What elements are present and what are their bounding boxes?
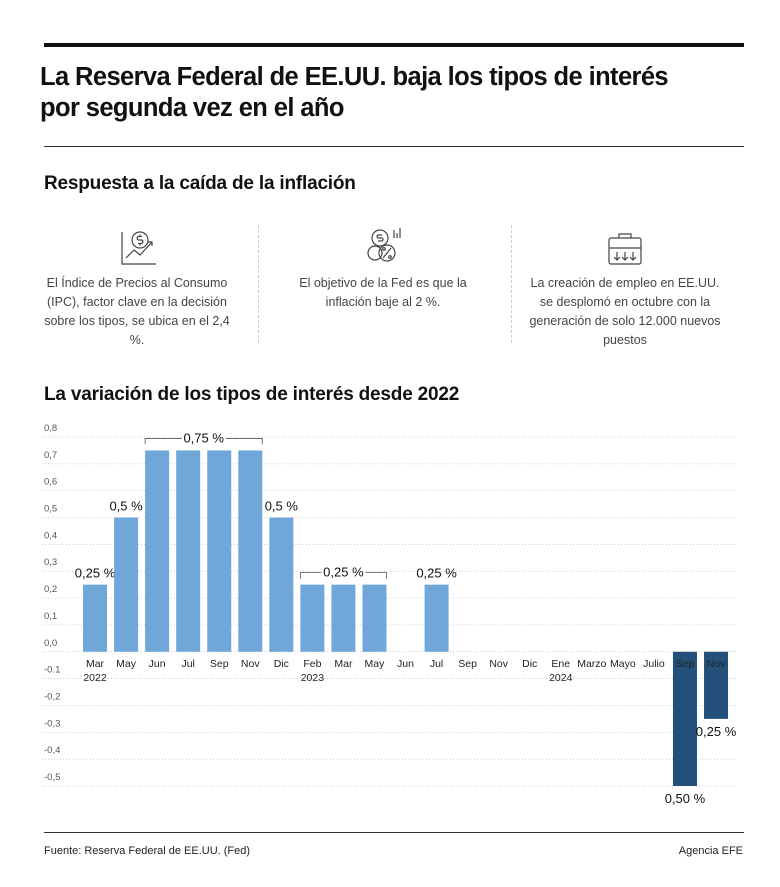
bar bbox=[207, 450, 232, 652]
separator bbox=[258, 225, 259, 343]
credit: Agencia EFE bbox=[678, 845, 743, 857]
bar bbox=[176, 450, 201, 652]
x-tick-label: Marzo bbox=[577, 657, 607, 670]
bar bbox=[424, 584, 449, 652]
bar bbox=[672, 651, 697, 786]
y-tick-label: 0,2 bbox=[44, 584, 57, 595]
x-tick-label: Dic bbox=[522, 657, 538, 670]
info-text: La creación de empleo en EE.UU. se despl… bbox=[529, 276, 721, 347]
currency-icon bbox=[367, 228, 401, 262]
bar bbox=[145, 450, 170, 652]
y-tick-label: 0,7 bbox=[44, 450, 57, 461]
y-tick-label: 0,4 bbox=[44, 530, 57, 541]
x-tick-label: Sep bbox=[209, 657, 229, 670]
value-label: 0,25 % bbox=[696, 724, 737, 739]
x-tick-label: May bbox=[364, 657, 385, 670]
x-tick-label: Mar bbox=[334, 657, 353, 670]
bracket-gap bbox=[181, 430, 226, 447]
y-tick-label: 0,0 bbox=[44, 638, 57, 649]
x-tick-label: Feb 2023 bbox=[300, 657, 325, 684]
y-tick-label: -0,2 bbox=[44, 691, 60, 702]
chart-icon bbox=[121, 231, 156, 265]
y-tick-label: 0,1 bbox=[44, 611, 57, 622]
headline: La Reserva Federal de EE.UU. baja los ti… bbox=[40, 63, 669, 122]
y-tick-label: 0,8 bbox=[44, 423, 57, 434]
group-label: 0,25 % bbox=[323, 565, 364, 580]
info-text: El Índice de Precios al Consumo (IPC), f… bbox=[44, 276, 230, 347]
bar bbox=[238, 450, 263, 652]
x-tick-label: Mayo bbox=[610, 657, 636, 670]
bar bbox=[704, 651, 729, 719]
x-tick-label: Julio bbox=[643, 657, 665, 670]
y-tick-label: 0,6 bbox=[44, 477, 57, 488]
y-tick-label: 0,5 bbox=[44, 504, 57, 515]
bar bbox=[114, 517, 139, 652]
section-title: Respuesta a la caída de la inflación bbox=[44, 173, 356, 194]
x-tick-label: Jun bbox=[397, 657, 414, 670]
value-label: 0,5 % bbox=[265, 499, 299, 514]
group-label: 0,75 % bbox=[183, 430, 224, 445]
bar bbox=[269, 517, 294, 652]
x-tick-label: May bbox=[116, 657, 136, 670]
briefcase-icon bbox=[608, 233, 642, 265]
chart-title: La variación de los tipos de interés des… bbox=[44, 384, 460, 405]
x-tick-label: Jun bbox=[148, 657, 166, 670]
bar bbox=[362, 584, 387, 652]
x-tick-label: Jul bbox=[181, 657, 195, 670]
source: Fuente: Reserva Federal de EE.UU. (Fed) bbox=[44, 845, 251, 857]
x-tick-label: Mar 2022 bbox=[83, 657, 107, 684]
y-tick-label: -0,3 bbox=[44, 718, 60, 729]
x-tick-label: Sep bbox=[458, 657, 477, 670]
x-tick-label: Jul bbox=[429, 657, 444, 670]
rule bbox=[44, 832, 744, 833]
bar bbox=[300, 584, 325, 652]
separator bbox=[511, 225, 512, 343]
value-label: 0,5 % bbox=[109, 499, 143, 514]
x-tick-label: Nov bbox=[706, 657, 726, 670]
bracket-gap bbox=[321, 564, 366, 581]
value-label: 0,50 % bbox=[665, 791, 706, 806]
x-tick-label: Nov bbox=[240, 657, 260, 670]
top-rule bbox=[44, 43, 744, 47]
value-label: 0,25 % bbox=[75, 566, 116, 581]
rule bbox=[44, 146, 744, 147]
x-tick-label: Ene 2024 bbox=[549, 657, 573, 684]
info-text: El objetivo de la Fed es que la inflació… bbox=[299, 276, 467, 309]
x-tick-label: Sep bbox=[675, 657, 695, 670]
y-tick-label: -0,4 bbox=[44, 745, 60, 756]
y-tick-label: 0,3 bbox=[44, 557, 57, 568]
bar bbox=[83, 584, 108, 652]
x-tick-label: Dic bbox=[273, 657, 289, 670]
bar bbox=[331, 584, 356, 652]
x-tick-label: Nov bbox=[489, 657, 509, 670]
y-tick-label: -0,5 bbox=[44, 772, 60, 783]
value-label: 0,25 % bbox=[416, 566, 457, 581]
y-tick-label: -0.1 bbox=[44, 665, 60, 676]
